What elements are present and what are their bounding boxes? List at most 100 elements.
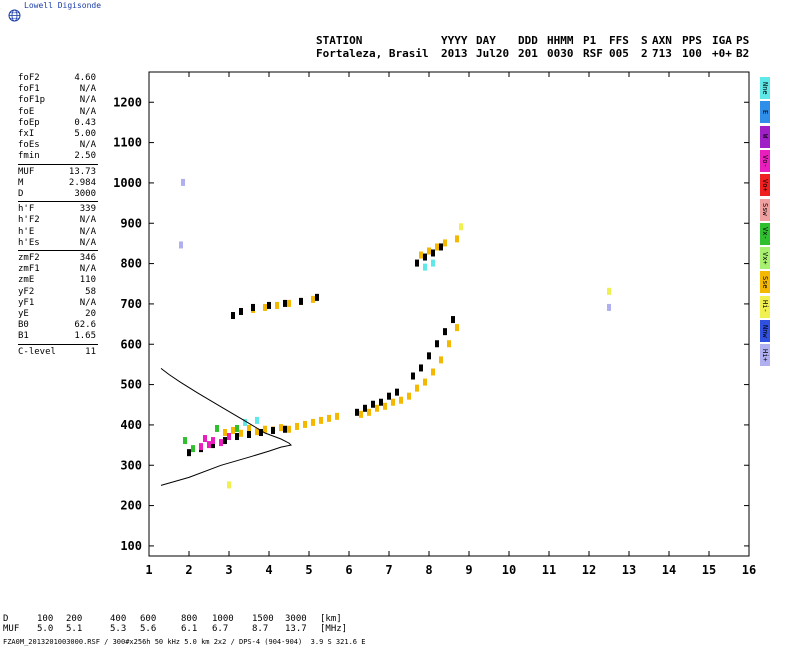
y-tick-label: 600 — [120, 337, 142, 351]
param-value: 2.984 — [68, 177, 96, 188]
data-point — [383, 402, 387, 410]
data-point — [223, 437, 227, 445]
param-value: 339 — [79, 204, 96, 215]
param-value: N/A — [79, 297, 96, 308]
param-value: 346 — [79, 253, 96, 263]
header-value-8: 713 — [652, 47, 672, 60]
param-h'F2: h'F2 N/A — [18, 215, 96, 226]
muf-value: 5.1 — [66, 624, 83, 634]
param-value: N/A — [79, 95, 96, 106]
legend-Vx-: Vx- — [760, 222, 770, 245]
param-B0: B0 62.6 — [18, 320, 96, 331]
data-point — [327, 414, 331, 422]
legend-Sse: Sse — [760, 271, 770, 294]
param-name: C-level — [18, 346, 56, 357]
x-tick-label: 3 — [225, 563, 232, 577]
data-point — [447, 340, 451, 348]
data-point — [251, 303, 255, 311]
legend-Vx+: Vx+ — [760, 247, 770, 270]
param-value: 58 — [85, 286, 96, 297]
y-tick-label: 1200 — [113, 95, 142, 109]
x-tick-label: 8 — [425, 563, 432, 577]
header-value-9: 100 — [682, 47, 702, 60]
header-label-2: DAY — [476, 34, 496, 47]
y-tick-label: 300 — [120, 458, 142, 472]
data-point — [431, 368, 435, 376]
globe-logo-icon — [8, 9, 21, 22]
distance-value: 200 — [66, 614, 83, 624]
param-name: h'F2 — [18, 215, 40, 226]
param-value: N/A — [79, 264, 96, 275]
header-value-7: 2 — [641, 47, 648, 60]
param-value: 20 — [85, 309, 96, 319]
data-point — [363, 404, 367, 412]
header-value-10: +0+ — [712, 47, 732, 60]
legend-E: E — [760, 101, 770, 124]
param-value: N/A — [79, 237, 96, 248]
data-point — [255, 416, 259, 424]
data-point — [227, 433, 231, 441]
x-tick-label: 6 — [345, 563, 352, 577]
data-point — [243, 418, 247, 426]
data-point — [247, 431, 251, 438]
y-tick-label: 1100 — [113, 136, 142, 150]
param-value: 3000 — [74, 189, 96, 199]
param-name: D — [18, 189, 24, 199]
data-point — [443, 328, 447, 336]
param-name: foF2 — [18, 73, 40, 83]
param-value: 13.73 — [68, 166, 96, 177]
data-point — [279, 424, 283, 432]
header-label-8: AXN — [652, 34, 672, 47]
header-value-0: Fortaleza, Brasil — [316, 47, 429, 60]
muf-value: 8.7 — [252, 624, 269, 634]
footer-filename: FZA0M_2013201003000.RSF / 300#x256h 50 k… — [3, 638, 366, 646]
param-name: foEp — [18, 117, 40, 128]
data-point — [423, 253, 427, 261]
data-point — [387, 392, 391, 400]
distance-value: 3000 — [285, 614, 307, 624]
data-point — [459, 223, 463, 231]
param-name: yF1 — [18, 297, 35, 308]
header-label-0: STATION — [316, 34, 363, 47]
data-point — [259, 428, 263, 436]
x-tick-label: 10 — [502, 563, 516, 577]
data-point — [415, 384, 419, 392]
header-label-4: HHMM — [547, 34, 574, 47]
data-point — [239, 429, 243, 437]
data-point — [399, 396, 403, 404]
param-value: 4.60 — [74, 73, 96, 83]
muf-value: 5.6 — [140, 624, 157, 634]
x-tick-label: 15 — [702, 563, 716, 577]
param-name: yE — [18, 309, 29, 319]
distance-value: 1000 — [212, 614, 234, 624]
data-point — [235, 424, 239, 432]
x-tick-label: 5 — [305, 563, 312, 577]
param-C-level: C-level 11 — [18, 347, 96, 358]
data-point — [415, 259, 419, 267]
header-label-1: YYYY — [441, 34, 468, 47]
data-point — [419, 364, 423, 372]
data-point — [287, 299, 291, 307]
y-tick-label: 700 — [120, 297, 142, 311]
header-label-11: PS — [736, 34, 750, 47]
data-point — [395, 388, 399, 396]
param-name: zmE — [18, 275, 35, 286]
distance-label: D — [3, 614, 9, 624]
header-value-2: Jul20 — [476, 47, 510, 60]
legend-Ssw: Ssw — [760, 198, 770, 221]
data-point — [235, 433, 239, 441]
param-value: 62.6 — [74, 320, 96, 331]
data-point — [359, 410, 363, 418]
data-point — [239, 307, 243, 315]
data-point — [267, 301, 271, 309]
data-point — [427, 247, 431, 255]
data-point — [223, 428, 227, 436]
data-point — [219, 439, 223, 447]
x-tick-label: 11 — [542, 563, 556, 577]
distance-value: 600 — [140, 614, 157, 624]
param-name: fmin — [18, 151, 40, 162]
data-point — [607, 303, 611, 311]
param-name: yF2 — [18, 286, 35, 297]
data-point — [191, 445, 195, 453]
data-point — [199, 443, 203, 451]
